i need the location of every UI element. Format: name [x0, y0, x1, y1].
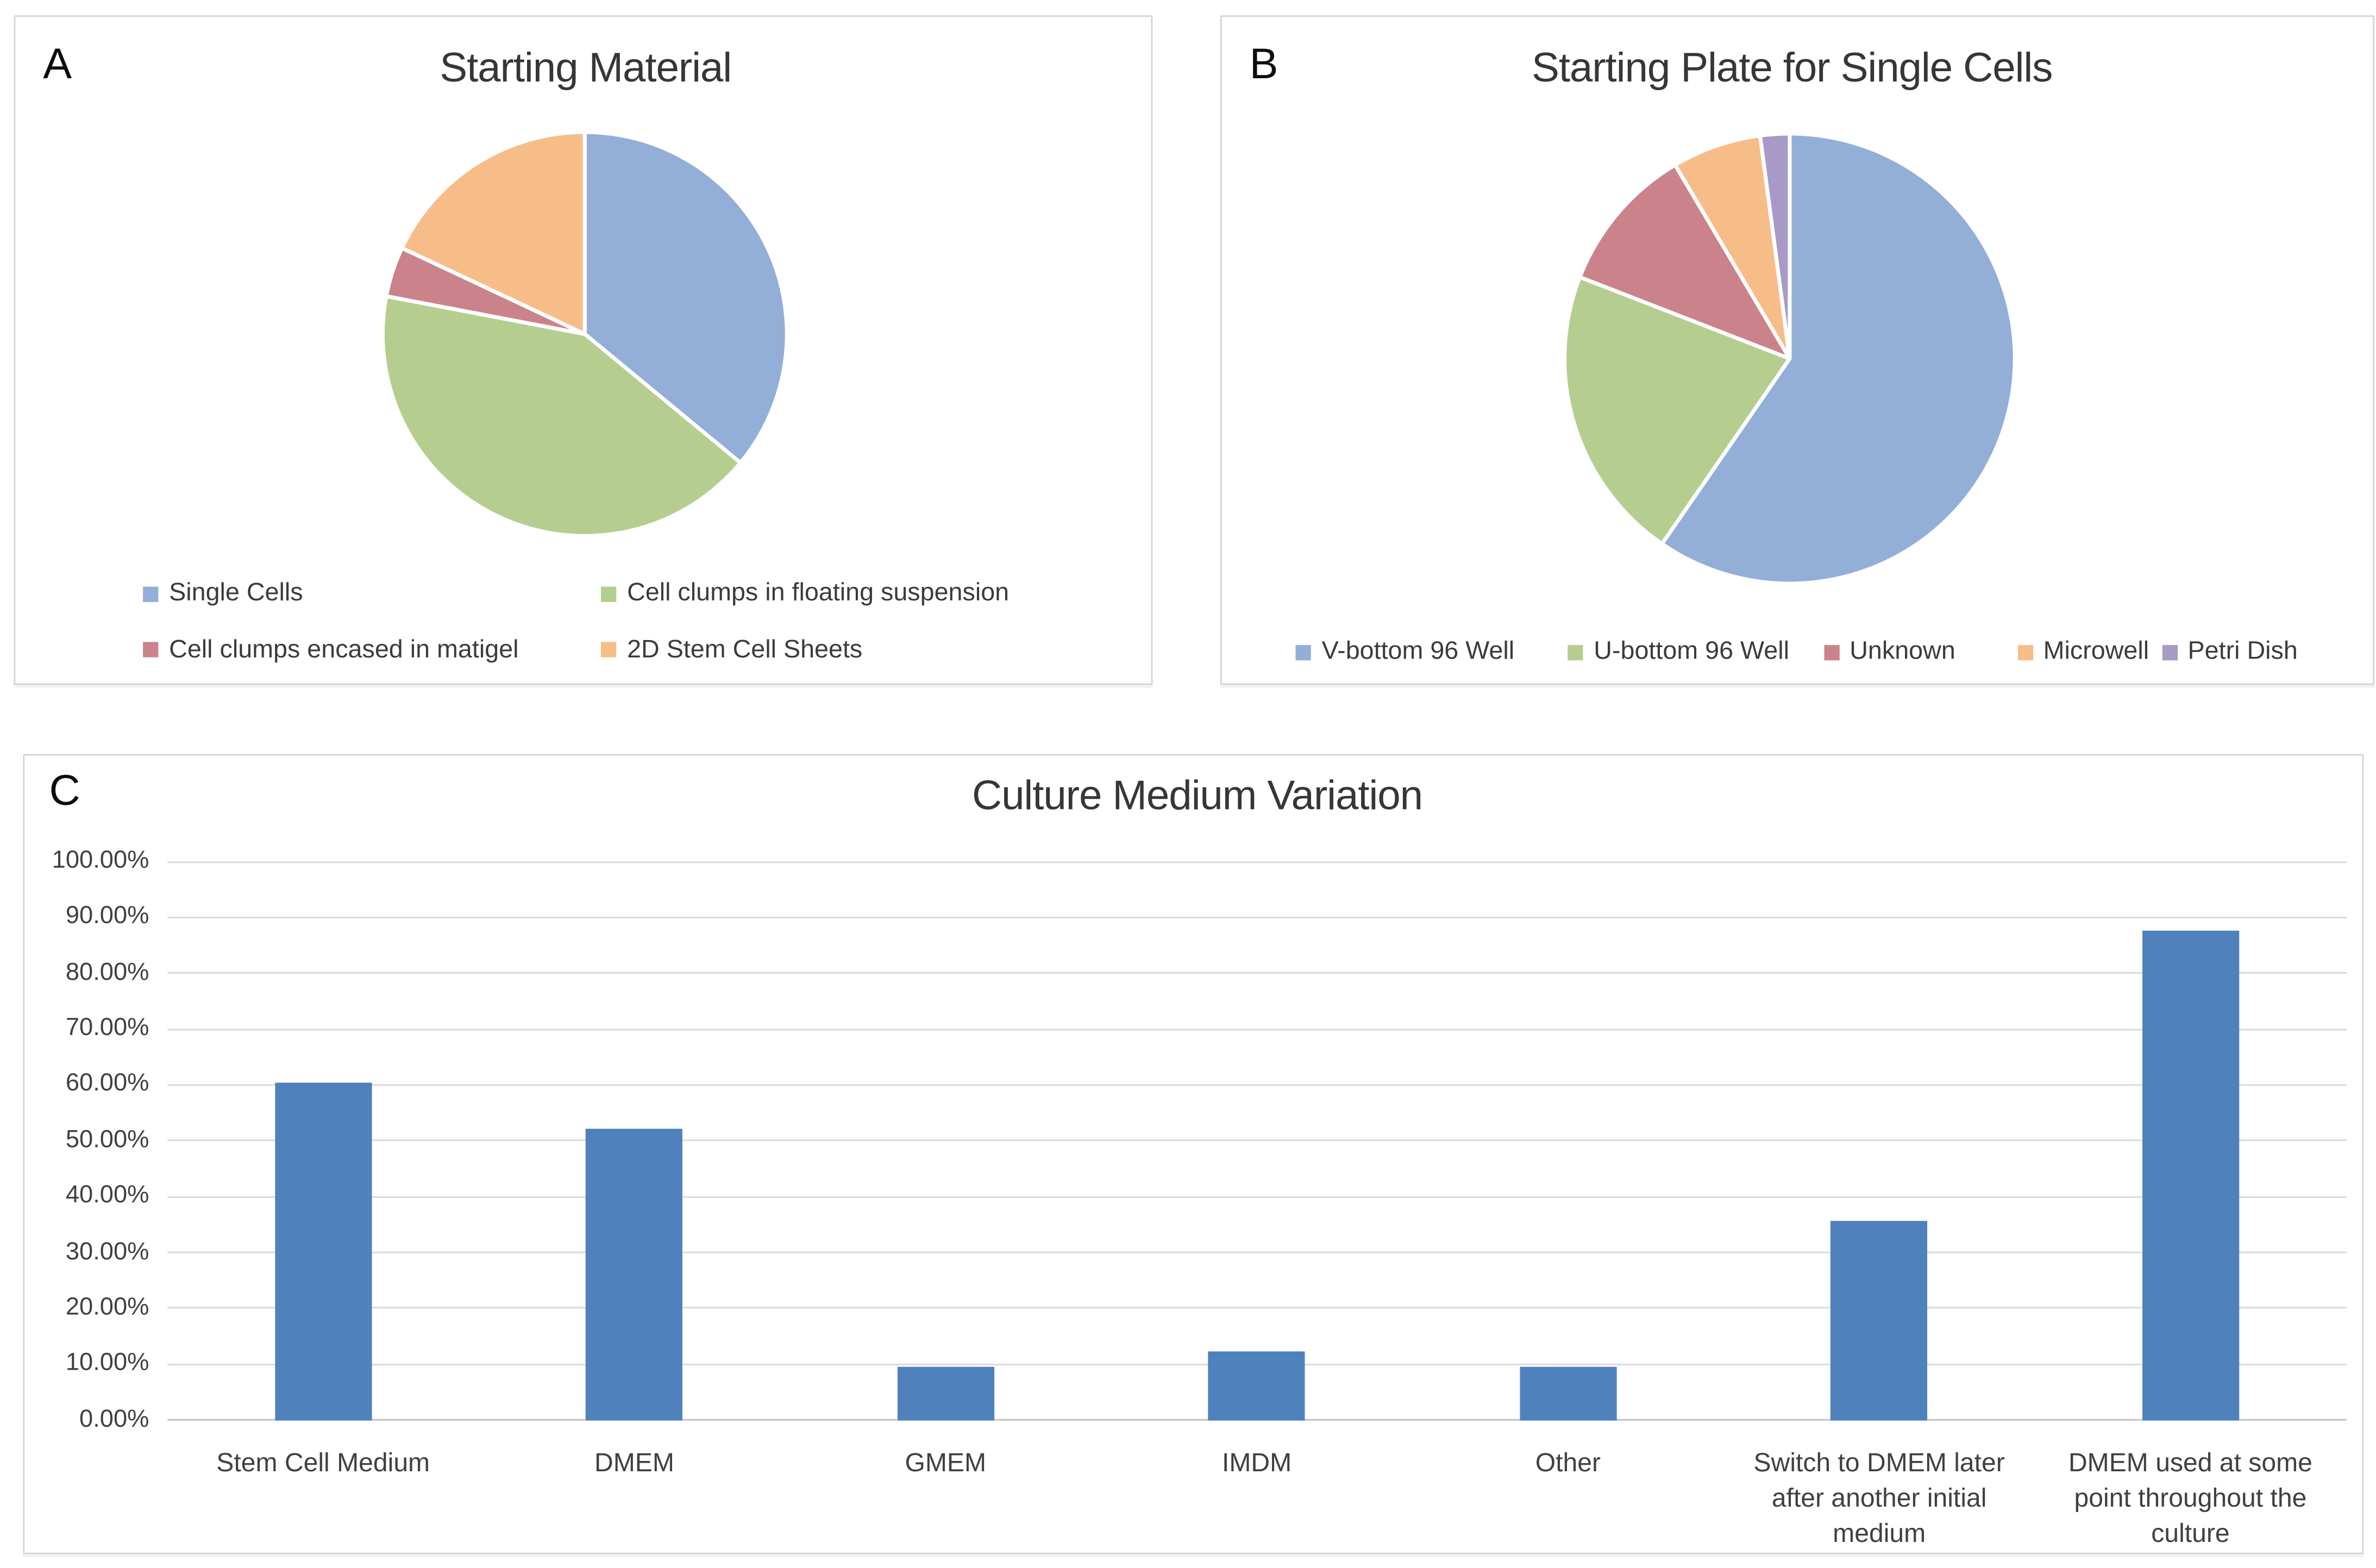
legend-item-cell-clumps-in-floating-suspension: Cell clumps in floating suspension — [600, 578, 1010, 609]
panel-c-letter: C — [49, 766, 80, 814]
y-axis-tick-label: 30.00% — [65, 1238, 149, 1265]
bar-imdm — [1208, 1351, 1306, 1420]
x-axis-category-label: Switch to DMEM later after another initi… — [1753, 1448, 2005, 1548]
y-axis-tick-label: 90.00% — [65, 904, 149, 930]
horizontal-gridline — [167, 1195, 2346, 1197]
panel-c-title: Culture Medium Variation — [972, 772, 1423, 819]
legend-item-2d-stem-cell-sheets: 2D Stem Cell Sheets — [600, 634, 863, 665]
y-axis-tick-label: 40.00% — [65, 1182, 149, 1209]
pie-slice-2d-stem-cell-sheets — [399, 129, 586, 335]
legend-item-cell-clumps-encased-in-matigel: Cell clumps encased in matigel — [143, 634, 519, 665]
y-axis-tick-label: 60.00% — [65, 1071, 149, 1097]
legend-color-swatch — [600, 586, 617, 601]
horizontal-gridline — [167, 1140, 2346, 1142]
y-axis-tick-label: 0.00% — [79, 1406, 149, 1433]
horizontal-gridline — [167, 1307, 2346, 1309]
legend-item-unknown: Unknown — [1823, 637, 1955, 668]
panel-b-title: Starting Plate for Single Cells — [1532, 44, 2053, 91]
horizontal-gridline — [167, 917, 2346, 918]
x-axis-category-label: IMDM — [1221, 1448, 1292, 1478]
legend-color-swatch — [1823, 644, 1839, 660]
x-axis-category-label: DMEM used at some point throughout the c… — [2068, 1448, 2312, 1548]
horizontal-gridline — [167, 1028, 2346, 1030]
legend-label: 2D Stem Cell Sheets — [627, 635, 863, 663]
pie-slice-cell-clumps-in-floating-suspension — [380, 293, 742, 537]
legend-item-petri-dish: Petri Dish — [2161, 637, 2298, 668]
panel-b-letter: B — [1249, 40, 1278, 88]
legend-color-swatch — [2017, 644, 2033, 660]
pie-slice-petri-dish — [1758, 130, 1792, 360]
legend-color-swatch — [143, 586, 159, 601]
legend-color-swatch — [2161, 644, 2177, 660]
panel-a-title: Starting Material — [440, 44, 732, 91]
legend-item-single-cells: Single Cells — [143, 578, 303, 609]
horizontal-gridline — [167, 1251, 2346, 1253]
starting-plate-pie-chart — [1562, 130, 2017, 585]
y-axis-tick-label: 10.00% — [65, 1350, 149, 1377]
y-axis-tick-label: 20.00% — [65, 1294, 149, 1321]
bar-switch-to-dmem-later-after-another-initi — [1830, 1221, 1928, 1420]
horizontal-gridline — [167, 1084, 2346, 1086]
culture-medium-bar-chart: 100.00% 90.00% 80.00% 70.00% 60.00% 50.00% 40.… — [24, 756, 2362, 1553]
panel-b-starting-plate: B Starting Plate for Single Cells V-bott… — [1220, 15, 2375, 685]
legend-label: Petri Dish — [2187, 637, 2298, 665]
legend-label: Microwell — [2043, 637, 2149, 665]
horizontal-gridline — [167, 972, 2346, 974]
panel-a-letter: A — [43, 40, 72, 88]
horizontal-gridline — [167, 861, 2346, 863]
bar-dmem — [586, 1129, 683, 1420]
legend-item-v-bottom-96-well: V-bottom 96 Well — [1295, 637, 1515, 668]
legend-color-swatch — [1295, 644, 1311, 660]
legend-label: Single Cells — [169, 579, 303, 607]
x-axis-category-label: GMEM — [905, 1448, 987, 1478]
legend-label: Cell clumps encased in matigel — [169, 635, 519, 663]
starting-material-pie-chart — [380, 129, 788, 537]
legend-item-u-bottom-96-well: U-bottom 96 Well — [1568, 637, 1789, 668]
bar-gmem — [897, 1366, 994, 1420]
legend-color-swatch — [600, 642, 617, 657]
legend-label: V-bottom 96 Well — [1321, 637, 1515, 665]
legend-label: U-bottom 96 Well — [1594, 637, 1789, 665]
legend-item-microwell: Microwell — [2017, 637, 2149, 668]
pie-slice-single-cells — [582, 129, 788, 464]
x-axis-line — [167, 1419, 2346, 1421]
legend-color-swatch — [143, 642, 159, 657]
x-axis-category-label: Other — [1535, 1448, 1601, 1478]
pie-slice-u-bottom-96-well — [1562, 274, 1792, 545]
x-axis-category-label: Stem Cell Medium — [216, 1448, 430, 1478]
pie-slice-unknown — [1578, 162, 1792, 360]
bar-stem-cell-medium — [274, 1083, 372, 1420]
pie-slice-v-bottom-96-well — [1660, 130, 2017, 585]
y-axis-tick-label: 80.00% — [65, 959, 149, 986]
legend-color-swatch — [1568, 644, 1583, 660]
legend-label: Unknown — [1850, 637, 1955, 665]
pie-slice-microwell — [1673, 133, 1792, 360]
y-axis-tick-label: 70.00% — [65, 1015, 149, 1042]
legend-label: Cell clumps in floating suspension — [627, 579, 1010, 607]
panel-a-starting-material: A Starting Material Single Cells Cell clu… — [14, 15, 1153, 685]
bar-other — [1519, 1366, 1616, 1420]
y-axis-tick-label: 100.00% — [52, 848, 149, 874]
panel-c-culture-medium: C Culture Medium Variation 100.00% 90.00%… — [23, 754, 2364, 1554]
x-axis-category-label: DMEM — [594, 1448, 674, 1478]
bar-dmem-used-at-some-point-throughout-the-c — [2142, 930, 2239, 1420]
y-axis-tick-label: 50.00% — [65, 1127, 149, 1153]
